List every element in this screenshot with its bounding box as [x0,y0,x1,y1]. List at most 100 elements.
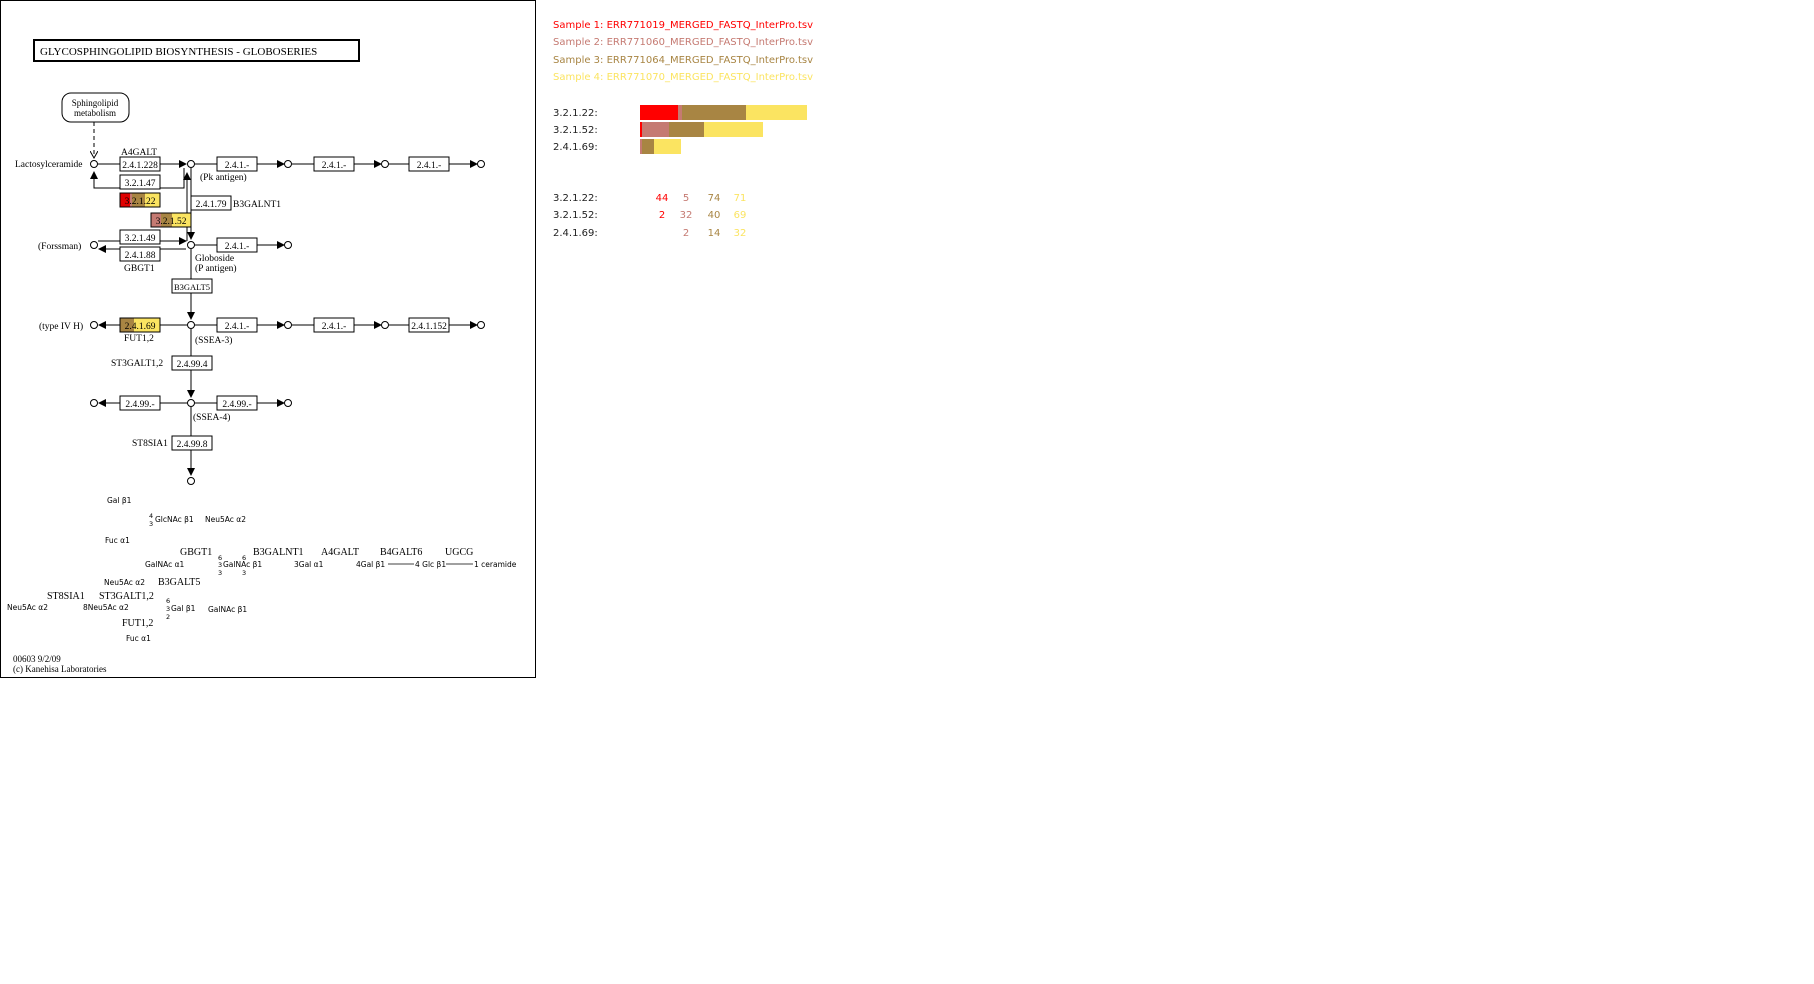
enzyme-box-32122[interactable] [119,192,161,208]
enzyme-box-241d[interactable] [216,237,258,253]
glycan-neu5ac-top: Neu5Ac α2 [205,515,246,524]
enzyme-box-24998[interactable] [171,435,213,451]
enzyme-box-241b[interactable] [313,156,355,172]
globoside-label-1: Globoside [195,254,234,264]
count-value-sample-1: 2 [658,210,666,221]
bar-segment-sample-1 [640,105,678,120]
enzyme-box-32149[interactable] [119,229,161,245]
map-title-box [33,39,360,62]
bar-ec-label: 3.2.1.52: [553,125,598,136]
glycan-gene-a4galt: A4GALT [321,547,359,558]
enzyme-label-241b: 2.4.1.- [322,161,347,171]
glycan-num: 4 [149,512,153,520]
compound-node[interactable] [284,399,292,407]
count-value-sample-4: 32 [733,228,747,239]
glycan-gene-b3galt5: B3GALT5 [158,577,200,588]
compound-pk[interactable] [187,160,195,168]
enzyme-box-24128[interactable] [119,156,161,172]
compound-globoside[interactable] [187,241,195,249]
enzyme-label-241d: 2.4.1.- [225,242,250,252]
pathway-map: GLYCOSPHINGOLIPID BIOSYNTHESIS - GLOBOSE… [0,0,536,678]
glycan-galnac-b1-bottom: GalNAc β1 [208,605,247,614]
gene-b3galnt1: B3GALNT1 [233,200,281,210]
enzyme-box-24169[interactable] [119,317,161,333]
glycan-gal-b1-bottom: Gal β1 [171,604,196,613]
compound-ssea4[interactable] [187,399,195,407]
glycan-neu5ac-left: Neu5Ac α2 [7,603,48,612]
glycan-num: 6 [242,554,246,562]
glycan-gene-b3galnt1: B3GALNT1 [253,547,304,558]
enzyme-label-24998: 2.4.99.8 [177,440,208,450]
enzyme-box-241a[interactable] [216,156,258,172]
legend-sample-2: Sample 2: ERR771060_MERGED_FASTQ_InterPr… [553,37,814,48]
compound-node[interactable] [284,241,292,249]
compound-node[interactable] [381,321,389,329]
glycan-num: 3 [242,569,246,577]
bar-segment-sample-2 [640,139,642,154]
compound-node[interactable] [477,160,485,168]
sphingolipid-label-2: metabolism [74,108,116,118]
enzyme-label-32149: 3.2.1.49 [125,234,156,244]
enzyme-label-24179: 2.4.1.79 [196,200,227,210]
enzyme-box-241152[interactable] [408,317,450,333]
enzyme-box-241f[interactable] [313,317,355,333]
enzyme-label-24188: 2.4.1.88 [125,251,156,261]
compound-node[interactable] [284,160,292,168]
compound-lactosylceramide[interactable] [90,160,98,168]
enzyme-label-241f: 2.4.1.- [322,322,347,332]
ec-bar-row [640,139,682,154]
glycan-gene-gbgt1: GBGT1 [180,547,212,558]
enzyme-box-241c[interactable] [408,156,450,172]
type-iv-h-label: (type IV H) [39,321,83,332]
enzyme-box-2499a[interactable] [119,395,161,411]
compound-node[interactable] [284,321,292,329]
bar-ec-label: 3.2.1.22: [553,108,598,119]
glycan-fuc-bottom: Fuc α1 [126,634,151,643]
compound-forssman[interactable] [90,241,98,249]
b3galt5-box[interactable] [171,278,213,294]
forssman-label: (Forssman) [38,241,81,252]
bar-segment-sample-3 [682,105,746,120]
legend-sample-1: Sample 1: ERR771019_MERGED_FASTQ_InterPr… [553,20,814,31]
glycan-gal-b1: Gal β1 [107,496,132,505]
legend-sample-4: Sample 4: ERR771070_MERGED_FASTQ_InterPr… [553,72,814,83]
glycan-num: 3 [218,569,222,577]
enzyme-box-24188[interactable] [119,246,161,262]
compound-ssea3[interactable] [187,321,195,329]
gene-st3galt12: ST3GALT1,2 [111,359,163,369]
enzyme-label-32122: 3.2.1.22 [125,197,156,207]
compound-node[interactable] [477,321,485,329]
ec-bar-row [640,105,807,120]
enzyme-label-241a: 2.4.1.- [225,161,250,171]
ec-bar-row [640,122,763,137]
enzyme-box-32147[interactable] [119,174,161,190]
bar-segment-sample-4 [653,139,682,154]
glycan-num: 6 [166,597,170,605]
map-footer-id: 00603 9/2/09 [13,654,61,664]
count-ec-label: 2.4.1.69: [553,228,598,239]
count-value-sample-2: 2 [682,228,690,239]
glycan-num: 2 [166,613,170,621]
gene-fut12: FUT1,2 [124,334,154,344]
enzyme-label-241c: 2.4.1.- [417,161,442,171]
sphingolipid-label-1: Sphingolipid [72,98,119,108]
gene-gbgt1: GBGT1 [124,264,155,274]
compound-node[interactable] [381,160,389,168]
glycan-glc-b1: 4 Glc β1 [415,560,446,569]
compound-node[interactable] [187,477,195,485]
enzyme-box-2499b[interactable] [216,395,258,411]
bar-segment-sample-1 [640,122,642,137]
compound-type-iv-h[interactable] [90,321,98,329]
gene-a4galt: A4GALT [121,148,157,158]
enzyme-box-24179[interactable] [190,195,232,211]
compound-node[interactable] [90,399,98,407]
enzyme-box-24994[interactable] [171,355,213,371]
b3galt5-label: B3GALT5 [174,282,210,292]
glycan-num: 3 [149,520,153,528]
sphingolipid-metabolism-node[interactable] [61,92,130,123]
globoside-label-2: (P antigen) [195,263,237,274]
glycan-glcnac-b1: GlcNAc β1 [155,515,194,524]
enzyme-box-32152[interactable] [150,212,192,228]
enzyme-box-241e[interactable] [216,317,258,333]
enzyme-label-32147: 3.2.1.47 [125,179,156,189]
